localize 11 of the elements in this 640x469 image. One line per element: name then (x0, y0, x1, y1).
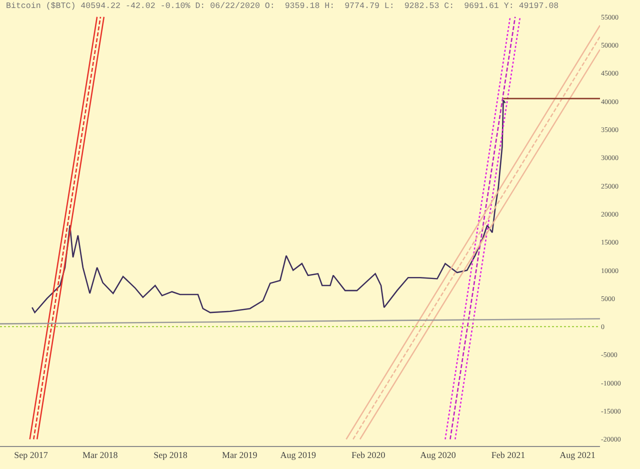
x-tick-label: Feb 2020 (352, 450, 386, 460)
x-tick-label: Sep 2018 (154, 450, 188, 460)
x-tick-label: Mar 2018 (82, 450, 118, 460)
chart-title: Bitcoin ($BTC) 40594.22 -42.02 -0.10% D: 06/22/2020 O: 9359.18 H: 9774.79 L: 9282.53 C: 9691.61 Y: 49197.08 (6, 1, 559, 12)
x-tick-label: Aug 2019 (280, 450, 316, 460)
x-tick-label: Sep 2017 (14, 450, 48, 460)
line-series (31, 100, 506, 314)
x-tick-label: Aug 2020 (420, 450, 456, 460)
x-tick-label: Aug 2021 (560, 450, 596, 460)
x-tick-label: Feb 2021 (491, 450, 526, 460)
x-tick-label: Mar 2019 (222, 450, 258, 460)
